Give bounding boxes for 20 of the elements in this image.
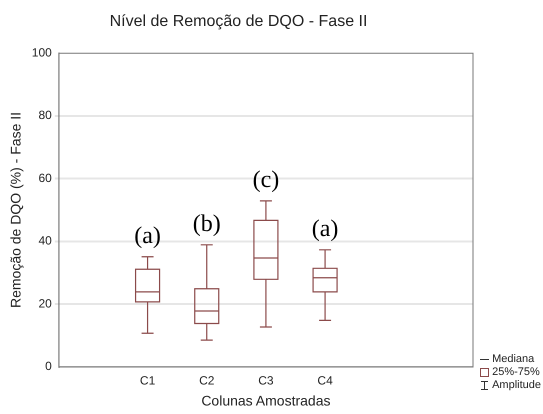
- x-tick-label: C3: [258, 373, 274, 388]
- text: Mediana: [492, 353, 534, 366]
- y-tick-label: 0: [45, 359, 52, 374]
- y-tick-label: 80: [38, 108, 52, 122]
- annotation: (c): [252, 167, 280, 194]
- text: Amplitude: [492, 379, 541, 392]
- y-tick-label: 100: [32, 46, 52, 60]
- text: 25%-75%: [492, 366, 540, 379]
- x-tick-label: C4: [317, 373, 334, 388]
- x-axis-title: Colunas Amostradas: [201, 392, 331, 408]
- y-axis-title: Remoção de DQO (%) - Fase II: [7, 112, 24, 308]
- x-tick-label: C1: [140, 373, 156, 388]
- y-tick-label: 40: [38, 234, 52, 248]
- annotation: (b): [192, 211, 221, 238]
- chart-title: Nível de Remoção de DQO - Fase II: [110, 13, 368, 30]
- x-tick-label: C2: [199, 373, 215, 388]
- annotation: (a): [312, 216, 338, 242]
- y-tick-label: 60: [38, 170, 52, 185]
- annotation: (a): [134, 223, 161, 250]
- y-tick-label: 20: [38, 296, 52, 310]
